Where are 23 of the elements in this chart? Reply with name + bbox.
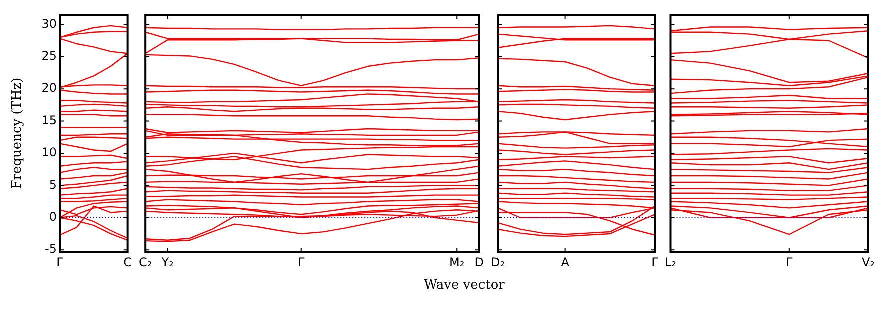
x-tick-label: Γ (298, 255, 306, 270)
x-tick-label: D₂ (490, 255, 506, 270)
y-tick-label: 10 (42, 146, 57, 160)
y-tick-label: 5 (49, 178, 57, 192)
y-axis-title: Frequency (THz) (10, 78, 26, 190)
y-tick-label: 20 (42, 81, 57, 96)
x-tick-label: C₂ (138, 255, 152, 270)
x-tick-label: Y₂ (160, 255, 174, 270)
x-axis-title: Wave vector (423, 278, 506, 293)
x-tick-label: Γ (786, 255, 794, 270)
y-tick-label: 15 (42, 113, 57, 128)
y-tick-label: 25 (42, 48, 57, 63)
x-tick-label: A (561, 255, 570, 270)
x-tick-label: D (474, 255, 484, 270)
y-tick-label: 0 (49, 210, 57, 224)
x-tick-label: Γ (652, 255, 659, 270)
y-tick-label: 30 (42, 16, 57, 31)
x-tick-label: Γ (56, 255, 64, 270)
x-tick-label: M₂ (450, 255, 465, 270)
x-tick-label: V₂ (862, 255, 876, 270)
x-tick-label: L₂ (665, 255, 677, 270)
x-tick-label: C (124, 255, 132, 270)
y-tick-label: -5 (45, 242, 57, 256)
